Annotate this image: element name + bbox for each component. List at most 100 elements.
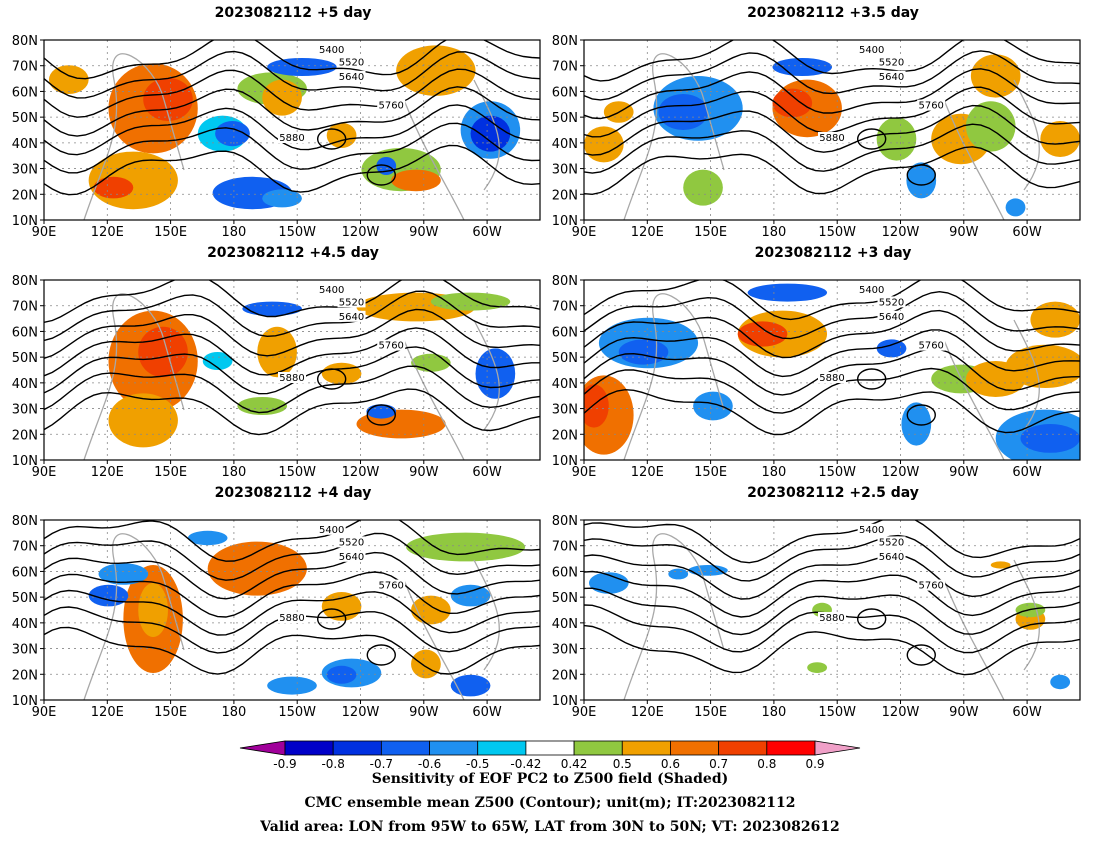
contour-line	[584, 348, 1080, 396]
shading-blob	[584, 126, 624, 163]
lat-tick-label: 10N	[12, 694, 38, 709]
contour-line	[584, 309, 1080, 359]
shading-blob	[202, 352, 233, 370]
lon-tick-label: 150E	[154, 465, 187, 480]
contour-line	[584, 40, 1080, 82]
contour-label: 5760	[378, 101, 403, 112]
contour-label: 5400	[319, 525, 344, 536]
shading-blob	[138, 326, 188, 378]
contour-label: 5400	[859, 45, 884, 56]
colorbar-swatch	[718, 740, 768, 756]
contour-line	[44, 532, 540, 581]
contour-label: 5760	[378, 581, 403, 592]
contour-line	[584, 570, 1080, 618]
colorbar-label: -0.9	[273, 757, 296, 770]
shading-blob	[876, 339, 907, 358]
contour-line	[44, 589, 540, 636]
coastline	[943, 99, 1005, 220]
lat-tick-label: 60N	[12, 85, 38, 100]
contour-label: 5760	[378, 341, 403, 352]
contour-line	[584, 520, 1080, 564]
coastline	[83, 53, 185, 220]
shading-blob	[267, 676, 317, 695]
contour-line	[44, 68, 540, 118]
shading-blob	[876, 117, 917, 161]
colorbar-swatch	[814, 740, 861, 756]
shading-blob	[1005, 198, 1026, 217]
lat-tick-label: 70N	[552, 60, 578, 75]
contour-line	[44, 346, 540, 395]
lon-tick-label: 180	[761, 225, 786, 240]
contour-line	[584, 290, 1080, 340]
colorbar-label: -0.5	[466, 757, 489, 770]
contour-label: 5400	[319, 285, 344, 296]
shading-blob	[257, 326, 297, 378]
shading-blob	[411, 649, 441, 679]
contour-line	[584, 50, 1080, 101]
lat-tick-label: 20N	[552, 188, 578, 203]
contour-line	[584, 68, 1080, 120]
shading-blob	[990, 561, 1011, 569]
contour-label: 5760	[918, 101, 943, 112]
contour-label: 5400	[859, 285, 884, 296]
lat-tick-label: 30N	[552, 643, 578, 658]
contour-label: 5760	[918, 581, 943, 592]
colorbar-label: -0.8	[321, 757, 344, 770]
lat-tick-label: 40N	[12, 137, 38, 152]
lon-tick-label: 150W	[278, 705, 316, 720]
colorbar: -0.9 -0.8 -0.7 -0.6 -0.5 -0.42 0.42 0.5 0.6 0.7 0.…	[239, 740, 861, 770]
contour-label: 5520	[879, 297, 904, 308]
lat-tick-label: 20N	[552, 668, 578, 683]
shading-blob	[1040, 121, 1080, 157]
coastline	[623, 293, 725, 460]
lat-tick-label: 70N	[552, 300, 578, 315]
lon-tick-label: 120E	[631, 225, 664, 240]
shading-blob	[772, 88, 813, 118]
contour-label: 5640	[339, 72, 364, 83]
shading-blob	[475, 348, 516, 399]
contour-label: 5880	[819, 373, 844, 384]
map-frame	[43, 279, 541, 461]
coastline	[403, 579, 465, 700]
colorbar-swatch	[766, 740, 816, 756]
lon-tick-label: 150E	[694, 705, 727, 720]
lon-tick-label: 120W	[882, 465, 920, 480]
lon-tick-label: 180	[761, 705, 786, 720]
lon-tick-label: 180	[221, 465, 246, 480]
lat-tick-label: 50N	[12, 591, 38, 606]
lat-tick-label: 50N	[552, 591, 578, 606]
contour-line	[856, 368, 887, 390]
lat-tick-label: 70N	[12, 60, 38, 75]
contour-line	[44, 626, 540, 675]
contour-line	[44, 388, 540, 436]
lon-tick-label: 60W	[1012, 465, 1042, 480]
contour-line	[906, 644, 936, 666]
colorbar-label: -0.42	[510, 757, 541, 770]
contour-line	[44, 104, 540, 156]
colorbar-label: 0.5	[613, 757, 632, 770]
contour-label: 5520	[879, 537, 904, 548]
lat-tick-label: 40N	[552, 617, 578, 632]
colorbar-swatch	[284, 740, 334, 756]
shading-blob	[93, 176, 134, 199]
coastline	[473, 559, 500, 671]
coastline	[1013, 559, 1040, 671]
lon-tick-label: 90W	[409, 705, 439, 720]
lon-tick-label: 150W	[818, 465, 856, 480]
coastline	[943, 579, 1005, 700]
lon-tick-label: 90E	[32, 705, 57, 720]
shading-blob	[693, 391, 733, 421]
lon-tick-label: 90E	[32, 225, 57, 240]
lon-tick-label: 150W	[278, 225, 316, 240]
shading-blob	[618, 339, 669, 365]
contour-label: 5640	[879, 312, 904, 323]
map-frame	[583, 279, 1081, 461]
shading-blob	[588, 572, 629, 594]
colorbar-label: 0.9	[805, 757, 824, 770]
shading-blob	[430, 292, 511, 311]
lon-tick-label: 180	[221, 705, 246, 720]
shading-blob	[108, 393, 178, 448]
footer-line-2: CMC ensemble mean Z500 (Contour); unit(m…	[304, 795, 796, 811]
shading-blob	[366, 404, 397, 419]
lat-tick-label: 40N	[552, 137, 578, 152]
